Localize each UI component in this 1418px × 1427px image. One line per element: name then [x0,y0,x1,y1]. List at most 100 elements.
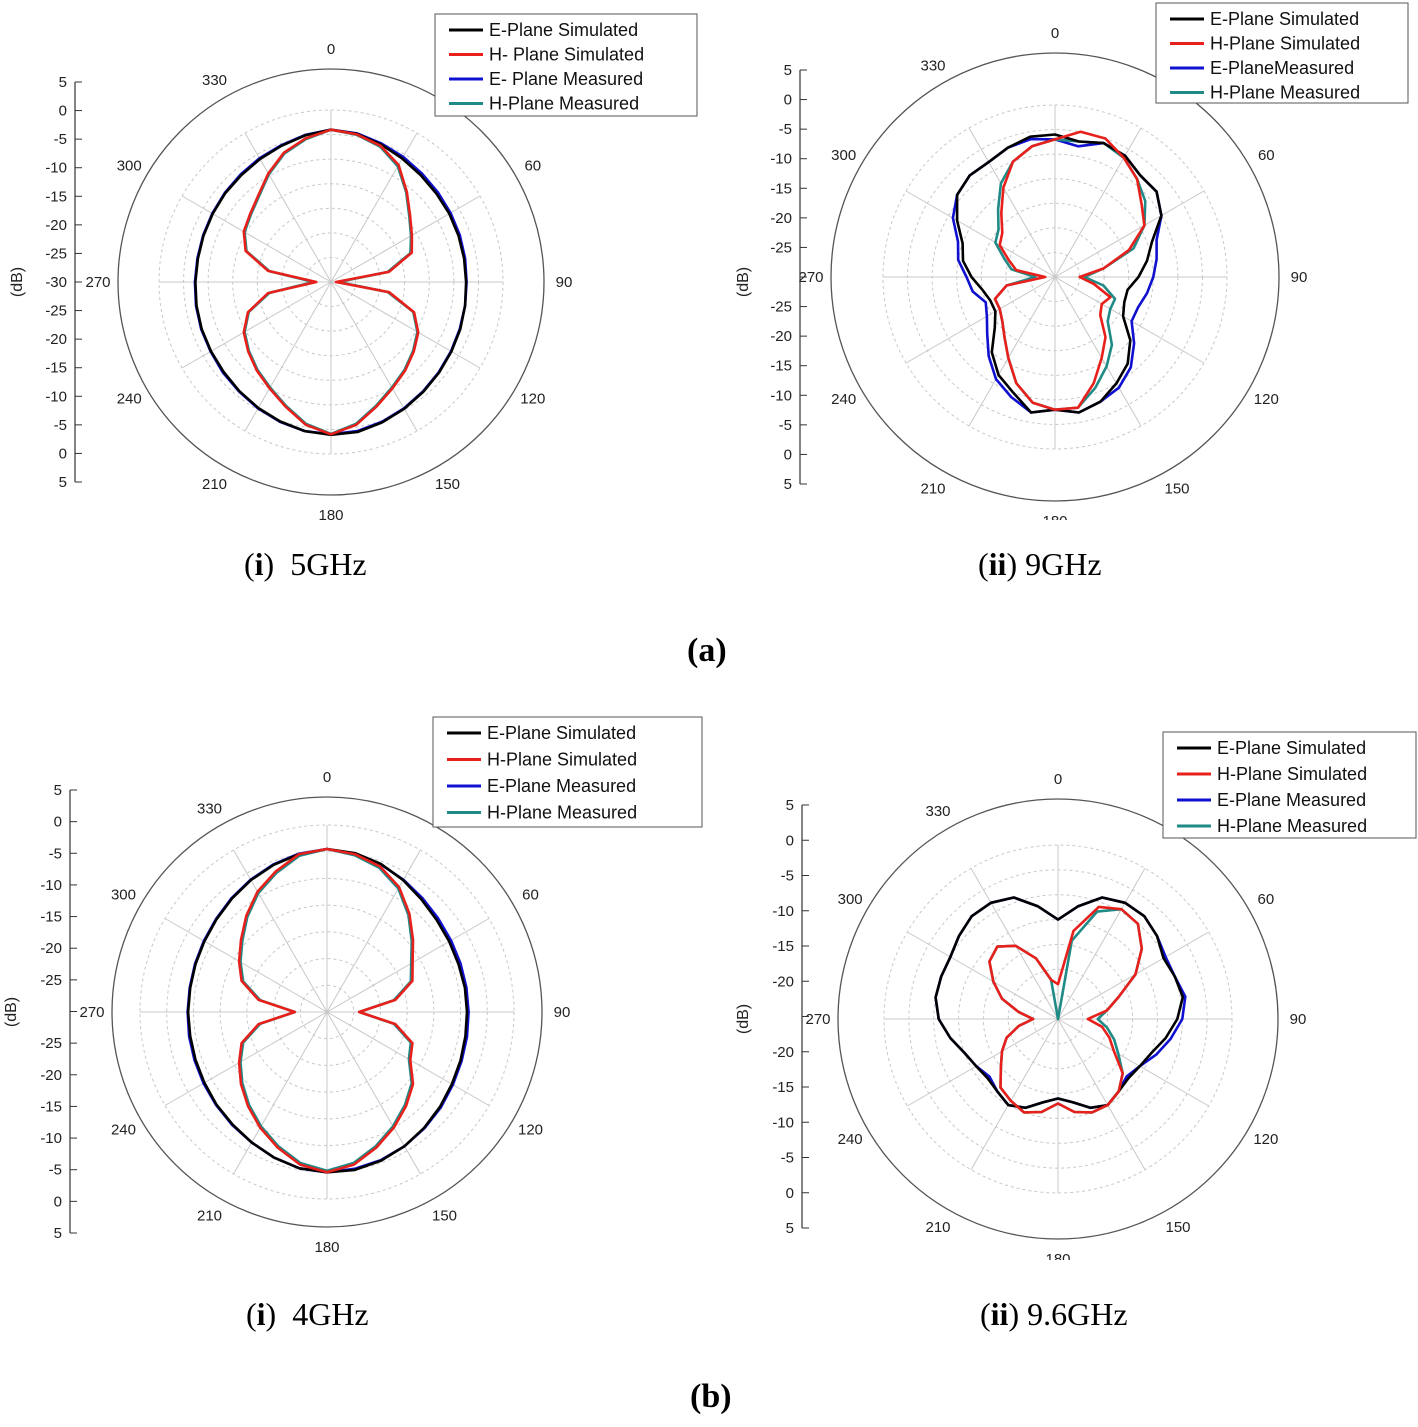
radial-axis-title: (dB) [3,997,20,1027]
caption-b2: (ii) 9.6GHz [980,1296,1128,1332]
grid-spoke [1057,1018,1146,1170]
grid-spoke [1054,190,1205,278]
radial-tick-label: -15 [770,180,792,197]
angle-label: 0 [1051,25,1059,42]
group-label-b: (b) [690,1378,732,1415]
series-line-h-plane-simulated [237,847,415,1174]
legend-box [434,13,698,117]
grid-spoke [1054,276,1142,427]
grid-spoke [326,849,421,1013]
grid-spoke [905,190,1056,278]
radial-tick-label: -15 [40,1098,62,1115]
angle-label: 180 [318,507,343,520]
angle-label: 60 [1258,891,1275,908]
radial-tick-label: 0 [786,1185,794,1202]
legend-label-e-plane-simulated: E-Plane Simulated [1217,738,1366,758]
radial-tick-label: 5 [784,476,792,493]
angle-label: 150 [1164,480,1189,497]
angle-label: 270 [85,274,110,291]
radial-tick-label: 5 [786,797,794,814]
grid-spoke [244,281,332,432]
legend-label-h-plane-measured: H-Plane Measured [1217,816,1367,836]
angle-label: 120 [520,391,545,408]
radial-tick-label: 0 [59,103,67,120]
caption-b2-text: 9.6GHz [1027,1296,1128,1332]
radial-tick-label: -25 [45,303,67,320]
polar-chart-a2: 0 60 90 120 150 180 210 240 270 300 330 5 0 -5 -10 -15 -… [735,2,1409,520]
radial-tick-label: -10 [770,387,792,404]
radial-tick-label: -15 [45,188,67,205]
grid-spoke [907,931,1059,1020]
legend-label-h-plane-measured: H-Plane Measured [1210,83,1360,103]
angle-label: 150 [435,476,460,493]
radial-tick-label: -10 [45,388,67,405]
polar-frame [830,52,1280,502]
legend-label-h-plane-simulated: H- Plane Simulated [489,45,644,65]
radial-tick-label: -15 [772,1079,794,1096]
angle-label: 300 [117,158,142,175]
angle-label: 210 [925,1219,950,1236]
legend-label-h-plane-simulated: H-Plane Simulated [1210,34,1360,54]
grid-spoke [968,127,1056,278]
series-line-h-plane-simulated [993,130,1146,411]
grid-spoke [181,281,332,369]
angle-label: 0 [327,41,335,58]
angle-label: 240 [117,391,142,408]
grid-spoke [968,276,1056,427]
radial-axis-title: (dB) [735,1004,752,1034]
caption-a2-text: 9GHz [1025,546,1102,582]
grid-spoke [164,1011,328,1106]
legend-label-h-plane-measured: H-Plane Measured [487,803,637,823]
radial-axis: 5 0 -5 -10 -15 -20 -20 -15 -10 -5 0 5 [772,797,809,1237]
caption-a1-label: i [254,546,264,582]
radial-tick-label: -30 [45,274,67,291]
radial-tick-label: -20 [40,1067,62,1084]
legend-label-e-plane-measured: E-Plane Measured [487,776,636,796]
radial-tick-label: -15 [770,358,792,375]
radial-tick-label: -15 [772,938,794,955]
radial-tick-label: 0 [54,814,62,831]
angle-label: 60 [522,887,539,904]
radial-tick-label: -20 [770,210,792,227]
radial-axis: 5 0 -5 -10 -15 -20 -25 -30 -25 -20 -15 -10 -5 0 5 [45,74,82,491]
radial-tick-label: -5 [54,417,67,434]
series-line-h-plane-simulated [988,905,1144,1114]
grid-spoke [330,281,418,432]
angle-label: 210 [197,1208,222,1225]
radial-tick-label: -20 [45,331,67,348]
angle-label: 240 [111,1122,136,1139]
radial-tick-label: -5 [779,417,792,434]
radial-tick-label: 0 [784,92,792,109]
radial-tick-label: 0 [784,446,792,463]
grid-spoke [233,849,328,1013]
series-line-h-plane-simulated [242,128,420,436]
angle-label: 180 [1042,513,1067,520]
radial-tick-label: 0 [59,445,67,462]
radial-tick-label: -5 [781,868,794,885]
polar-chart-a1: 0 60 90 120 150 180 210 240 270 300 330 5 0 -5 -10 -15 -… [9,13,698,520]
radial-axis-title: (dB) [9,267,26,297]
angle-label: 90 [554,1004,571,1021]
radial-axis: 5 0 -5 -10 -15 -20 -25 -25 -20 -15 -10 -5 0 5 [40,782,77,1242]
angle-label: 210 [920,480,945,497]
radial-tick-label: -10 [45,160,67,177]
radial-tick-label: -20 [45,217,67,234]
angle-label: 330 [202,72,227,89]
grid-spoke [905,276,1056,364]
polar-frame [111,796,543,1228]
angle-label: 300 [831,147,856,164]
radial-tick-label: -10 [772,1114,794,1131]
angle-label: 300 [838,891,863,908]
angle-label: 270 [79,1004,104,1021]
polar-chart-b1: 0 60 90 120 150 180 210 240 270 300 330 5 0 -5 -10 -15 -… [3,716,703,1256]
radial-tick-label: 5 [54,1225,62,1242]
radial-tick-label: 5 [59,474,67,491]
caption-a2-label: ii [988,546,1007,582]
angle-label: 150 [1165,1219,1190,1236]
radial-tick-label: -25 [40,1035,62,1052]
grid-spoke [907,1018,1059,1107]
angle-label: 240 [838,1131,863,1148]
angle-label: 180 [1045,1251,1070,1260]
legend-label-h-plane-measured: H-Plane Measured [489,94,639,114]
radial-tick-label: -10 [772,903,794,920]
